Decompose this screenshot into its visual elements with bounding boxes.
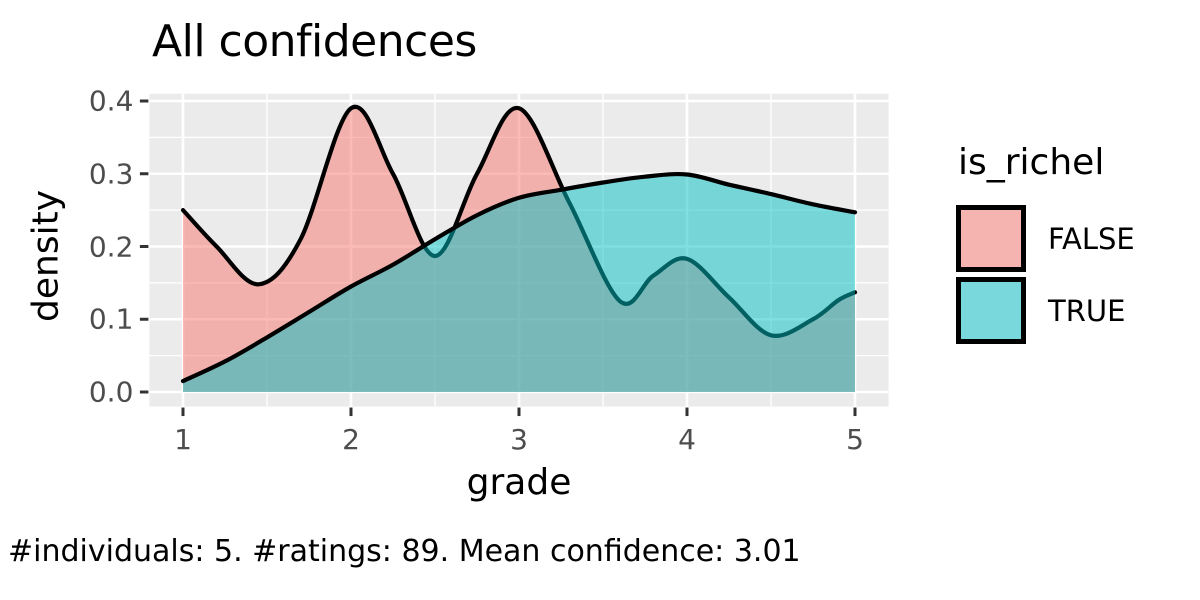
plot-caption: #individuals: 5. #ratings: 89. Mean conf… [8, 534, 801, 569]
legend-key-false-swatch [956, 205, 1026, 272]
density-outline-true [180, 171, 858, 384]
legend-title: is_richel [958, 142, 1105, 183]
y-tick-label: 0.4 [88, 84, 134, 118]
y-axis-title: density [25, 190, 67, 322]
legend: is_richel FALSE TRUE [956, 142, 1186, 349]
density-area-true [183, 174, 855, 392]
x-tick-label: 4 [678, 422, 696, 456]
y-tick-label: 0.1 [88, 302, 134, 336]
legend-label-false: FALSE [1048, 221, 1135, 256]
y-tick-label: 0.0 [88, 375, 134, 409]
legend-item-false: FALSE [956, 205, 1186, 272]
legend-item-true: TRUE [956, 277, 1186, 344]
x-tick-label: 1 [174, 422, 192, 456]
x-tick-label: 3 [510, 422, 528, 456]
x-tick-label: 2 [342, 422, 360, 456]
plot-title: All confidences [152, 16, 477, 67]
legend-key-true-swatch [956, 277, 1026, 344]
y-tick-label: 0.3 [88, 157, 134, 191]
x-tick-label: 5 [846, 422, 864, 456]
x-axis-title: grade [466, 462, 572, 503]
y-tick-label: 0.2 [88, 230, 134, 263]
legend-label-true: TRUE [1048, 293, 1126, 328]
